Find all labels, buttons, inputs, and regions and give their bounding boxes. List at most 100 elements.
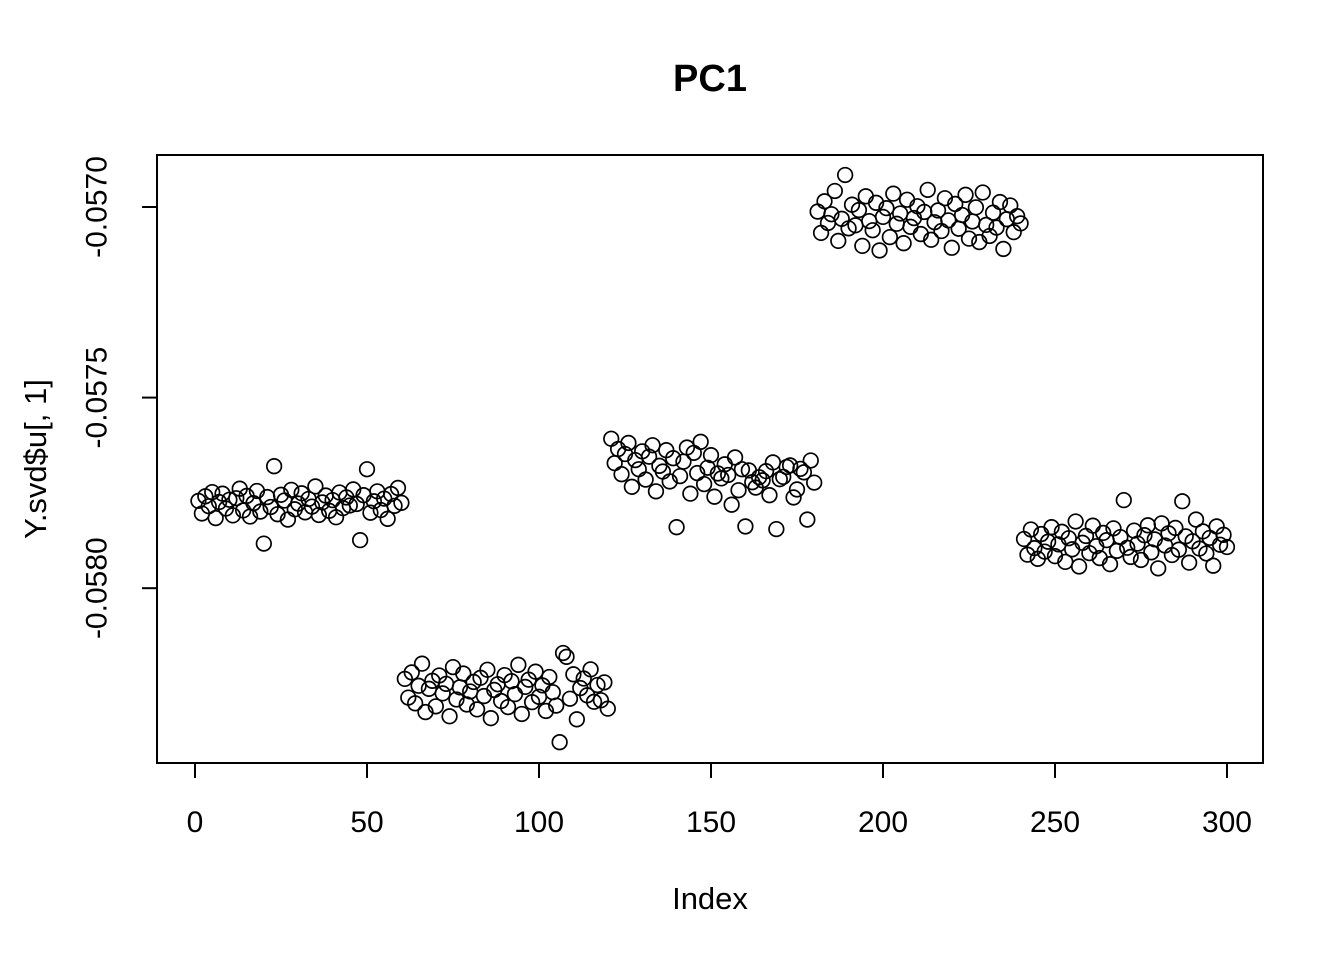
data-point bbox=[1170, 541, 1187, 558]
data-point bbox=[630, 461, 647, 478]
data-point bbox=[637, 471, 654, 488]
x-tick-label: 300 bbox=[1202, 806, 1252, 839]
data-point bbox=[823, 206, 840, 223]
data-point bbox=[1119, 539, 1136, 556]
data-point bbox=[393, 494, 410, 511]
data-point bbox=[413, 655, 431, 672]
data-point bbox=[1180, 554, 1198, 571]
data-point bbox=[919, 181, 936, 198]
data-point bbox=[809, 203, 826, 220]
data-point bbox=[582, 661, 599, 678]
data-point bbox=[441, 708, 458, 725]
data-point bbox=[726, 449, 744, 466]
data-point bbox=[1150, 560, 1167, 577]
y-tick-label: -0.0580 bbox=[81, 537, 114, 639]
data-point bbox=[857, 188, 874, 205]
data-point bbox=[695, 475, 713, 493]
data-point bbox=[768, 520, 785, 538]
data-point bbox=[1115, 491, 1132, 509]
x-tick-label: 150 bbox=[686, 806, 736, 839]
data-point bbox=[936, 190, 954, 207]
data-point bbox=[702, 447, 720, 464]
data-point bbox=[647, 483, 665, 500]
data-point bbox=[967, 199, 985, 216]
data-point bbox=[892, 205, 909, 222]
data-point bbox=[733, 461, 751, 478]
data-point bbox=[585, 693, 603, 710]
data-point bbox=[864, 222, 881, 239]
data-point bbox=[252, 503, 269, 520]
data-point bbox=[1002, 197, 1019, 214]
data-point bbox=[410, 677, 427, 694]
data-point bbox=[420, 680, 438, 697]
data-point bbox=[1108, 542, 1126, 559]
data-point bbox=[788, 481, 806, 498]
data-point bbox=[960, 230, 978, 247]
data-point bbox=[785, 489, 802, 506]
data-point bbox=[565, 666, 582, 683]
data-point bbox=[854, 237, 871, 255]
data-point bbox=[706, 488, 723, 505]
data-point bbox=[1132, 551, 1150, 569]
data-point bbox=[953, 206, 971, 224]
data-point bbox=[806, 474, 823, 491]
data-point bbox=[1174, 493, 1191, 510]
plot-frame bbox=[156, 154, 1264, 764]
data-point bbox=[885, 185, 902, 202]
data-point bbox=[974, 184, 991, 201]
x-tick-label: 200 bbox=[858, 806, 908, 839]
data-point bbox=[1043, 519, 1060, 536]
data-point bbox=[544, 684, 561, 701]
data-point bbox=[871, 242, 888, 259]
data-point bbox=[988, 219, 1005, 236]
data-point bbox=[613, 466, 630, 483]
data-point bbox=[407, 695, 424, 712]
data-point bbox=[682, 485, 699, 502]
data-point bbox=[310, 506, 328, 524]
data-point bbox=[224, 507, 242, 524]
data-point bbox=[623, 478, 641, 495]
x-tick-label: 100 bbox=[514, 806, 564, 839]
data-point bbox=[1022, 521, 1040, 538]
data-point bbox=[1036, 543, 1053, 560]
data-point bbox=[867, 194, 885, 211]
data-point bbox=[1187, 511, 1205, 528]
data-point bbox=[448, 691, 465, 708]
data-point bbox=[596, 674, 613, 691]
data-point bbox=[837, 166, 854, 184]
data-point bbox=[1211, 536, 1229, 553]
chart-title: PC1 bbox=[673, 58, 747, 100]
data-point bbox=[737, 518, 754, 535]
data-point bbox=[1136, 527, 1153, 544]
data-point bbox=[228, 490, 245, 507]
data-point bbox=[861, 212, 878, 230]
data-point bbox=[781, 457, 799, 474]
data-point bbox=[527, 663, 544, 680]
data-point bbox=[878, 199, 895, 217]
data-point bbox=[255, 535, 272, 552]
data-point bbox=[1205, 557, 1222, 574]
data-point bbox=[506, 686, 524, 703]
data-point bbox=[1153, 515, 1170, 532]
data-point bbox=[1046, 548, 1064, 565]
data-point bbox=[984, 204, 1002, 221]
x-tick-label: 50 bbox=[350, 806, 383, 839]
data-point bbox=[1215, 526, 1232, 543]
data-point bbox=[830, 232, 847, 250]
data-point bbox=[940, 212, 957, 229]
data-point bbox=[957, 186, 974, 203]
y-tick-label: -0.0570 bbox=[81, 156, 114, 258]
data-point bbox=[720, 466, 737, 484]
data-point bbox=[661, 473, 678, 490]
data-point bbox=[558, 648, 575, 665]
data-point bbox=[943, 239, 960, 256]
data-point bbox=[1167, 519, 1184, 537]
data-point bbox=[427, 698, 444, 715]
data-point bbox=[379, 510, 396, 527]
data-point bbox=[1139, 517, 1157, 534]
data-point bbox=[799, 511, 816, 528]
data-point bbox=[668, 519, 685, 536]
data-point bbox=[723, 496, 740, 513]
